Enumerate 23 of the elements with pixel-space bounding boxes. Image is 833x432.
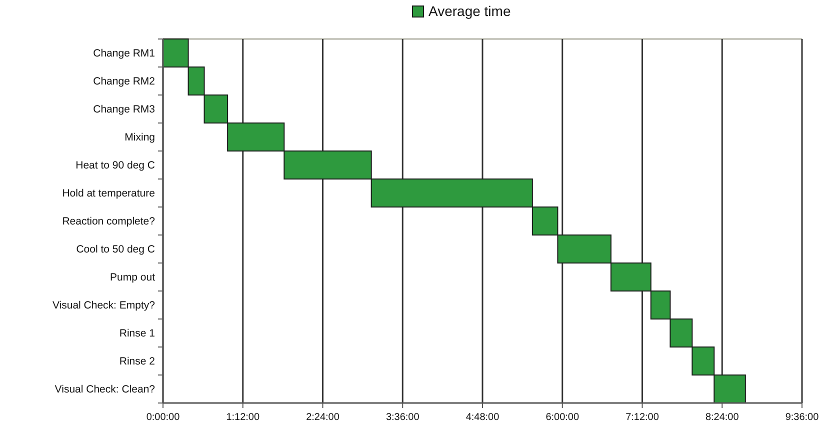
x-tick-label: 8:24:00 [705, 412, 740, 423]
x-tick-label: 0:00:00 [146, 412, 180, 423]
y-tick-label: Pump out [110, 272, 156, 284]
x-tick-label: 9:36:00 [785, 412, 820, 423]
y-tick-label: Reaction complete? [62, 216, 156, 228]
x-tick-label: 7:12:00 [626, 412, 660, 423]
y-tick-label: Visual Check: Clean? [54, 384, 156, 396]
y-tick-label: Visual Check: Empty? [52, 300, 156, 312]
y-tick-label: Hold at temperature [62, 188, 156, 200]
y-tick-label: Mixing [124, 132, 156, 144]
x-tick-label: 6:00:00 [546, 412, 580, 423]
y-tick-label: Change RM1 [93, 48, 156, 60]
x-tick-label: 2:24:00 [306, 412, 340, 423]
y-tick-label: Heat to 90 deg C [76, 160, 156, 172]
legend-label: Average time [428, 3, 511, 19]
y-tick-label: Change RM3 [93, 104, 156, 116]
x-tick-label: 4:48:00 [466, 412, 500, 423]
y-tick-label: Rinse 1 [119, 328, 156, 340]
y-tick-label: Rinse 2 [119, 356, 156, 368]
x-tick-label: 1:12:00 [226, 412, 260, 423]
y-tick-label: Change RM2 [93, 76, 156, 88]
x-tick-label: 3:36:00 [386, 412, 420, 423]
y-tick-label: Cool to 50 deg C [76, 244, 156, 256]
